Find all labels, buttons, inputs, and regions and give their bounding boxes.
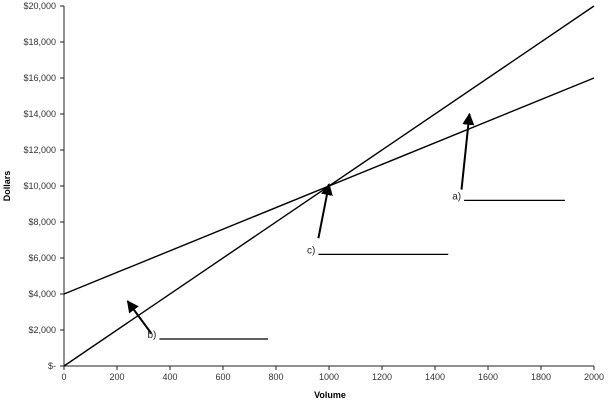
y-tick-label: $6,000 (28, 253, 56, 263)
y-tick-label: $- (48, 361, 56, 371)
x-tick-label: 600 (215, 372, 230, 382)
y-tick-label: $16,000 (23, 73, 56, 83)
x-tick-label: 1200 (372, 372, 392, 382)
x-tick-label: 1400 (425, 372, 445, 382)
y-tick-label: $14,000 (23, 109, 56, 119)
y-tick-label: $4,000 (28, 289, 56, 299)
x-axis-title: Volume (314, 390, 346, 400)
x-tick-label: 0 (61, 372, 66, 382)
x-tick-label: 200 (109, 372, 124, 382)
annotation-label-a: a) (452, 191, 461, 202)
y-tick-label: $18,000 (23, 37, 56, 47)
y-tick-label: $20,000 (23, 1, 56, 11)
annotation-arrow-a (460, 112, 475, 190)
x-tick-label: 1000 (319, 372, 339, 382)
x-tick-label: 800 (268, 372, 283, 382)
x-tick-label: 1800 (531, 372, 551, 382)
annotation-label-c: c) (307, 245, 315, 256)
y-tick-label: $12,000 (23, 145, 56, 155)
annotation-arrow-b (126, 300, 153, 335)
x-tick-label: 400 (162, 372, 177, 382)
y-tick-label: $10,000 (23, 181, 56, 191)
x-tick-label: 2000 (584, 372, 604, 382)
x-tick-label: 1600 (478, 372, 498, 382)
annotation-label-b: b) (147, 330, 156, 341)
annotation-arrow-c (317, 183, 333, 239)
y-axis-title: Dollars (2, 171, 12, 202)
y-tick-label: $2,000 (28, 325, 56, 335)
y-tick-label: $8,000 (28, 217, 56, 227)
